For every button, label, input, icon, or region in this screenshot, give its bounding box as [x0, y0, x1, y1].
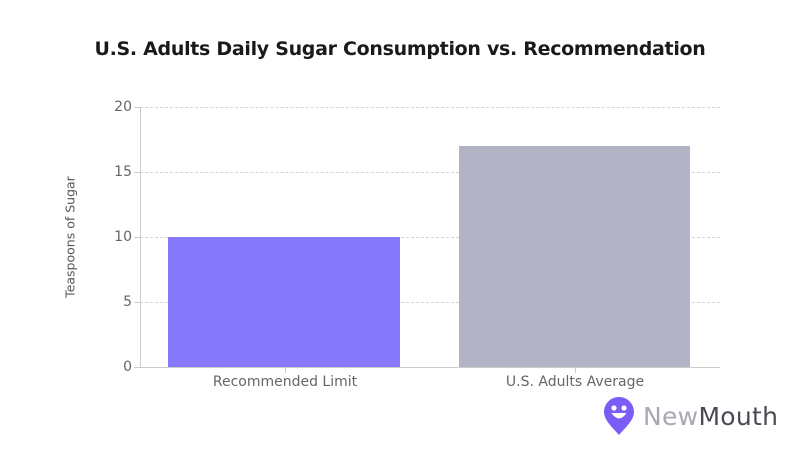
gridline-5 [140, 302, 720, 303]
x-tick [285, 367, 286, 373]
bar-us-adults-average[interactable] [459, 146, 690, 367]
y-tick [134, 237, 140, 238]
y-tick [134, 107, 140, 108]
y-tick-label: 0 [123, 359, 132, 375]
x-tick [575, 367, 576, 373]
y-tick [134, 302, 140, 303]
y-tick-label: 20 [114, 99, 132, 115]
smiley-pin-icon [604, 397, 634, 435]
y-axis [140, 107, 141, 367]
gridline-15 [140, 172, 720, 173]
y-tick-label: 5 [123, 294, 132, 310]
plot-area: 20 15 10 5 0 Recommended Limit U.S. Adul… [114, 99, 720, 390]
chart-title: U.S. Adults Daily Sugar Consumption vs. … [94, 38, 706, 60]
x-tick-label: Recommended Limit [212, 374, 358, 390]
gridline-10 [140, 237, 720, 238]
bar-recommended-limit[interactable] [168, 237, 400, 367]
y-tick-label: 15 [114, 164, 132, 180]
y-tick-label: 10 [114, 229, 132, 245]
y-axis-label: Teaspoons of Sugar [62, 176, 78, 298]
x-axis [140, 367, 720, 368]
y-tick [134, 367, 140, 368]
logo-wordmark: NewMouth [643, 401, 779, 431]
x-tick-label: U.S. Adults Average [505, 374, 645, 390]
newmouth-logo: NewMouth [603, 396, 778, 436]
gridline-20 [140, 107, 720, 108]
y-tick [134, 172, 140, 173]
